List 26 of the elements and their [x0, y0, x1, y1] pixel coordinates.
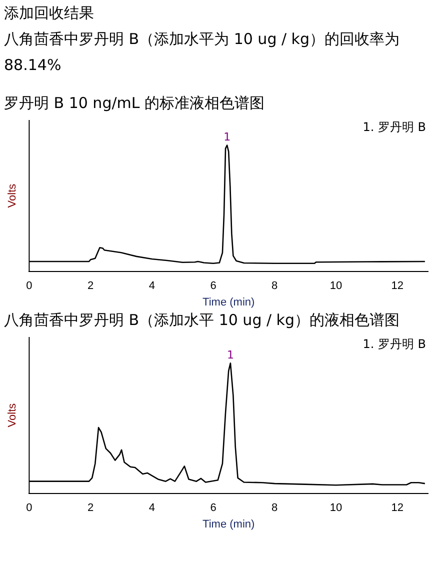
- chart-title: 八角茴香中罗丹明 B（添加水平 10 ug / kg）的液相色谱图: [3, 310, 401, 331]
- x-tick-label: 10: [330, 280, 342, 292]
- x-axis-title: Time (min): [202, 518, 255, 530]
- x-tick-label: 0: [26, 280, 32, 292]
- annotation: 1: [224, 130, 231, 144]
- x-tick-label: 6: [210, 502, 216, 514]
- x-tick-label: 10: [330, 502, 342, 514]
- text: 添加回收结果: [3, 3, 95, 24]
- x-tick-label: 12: [391, 502, 404, 514]
- y-axis-title: Volts: [6, 183, 19, 208]
- x-tick-label: 4: [148, 280, 155, 292]
- x-tick-label: 6: [210, 280, 216, 292]
- x-tick-label: 8: [272, 280, 278, 292]
- x-tick-label: 2: [87, 280, 94, 292]
- y-axis-title: Volts: [6, 402, 19, 428]
- x-axis-title: Time (min): [202, 296, 255, 308]
- text: 1. 罗丹明 B: [362, 337, 426, 352]
- x-tick-label: 12: [391, 280, 404, 292]
- x-tick-label: 4: [148, 502, 155, 514]
- x-tick-label: 2: [87, 502, 94, 514]
- x-tick-label: 0: [26, 502, 32, 514]
- chart-title: 罗丹明 B 10 ng/mL 的标准液相色谱图: [3, 93, 266, 114]
- annotation: 1: [226, 348, 234, 362]
- text: 八角茴香中罗丹明 B（添加水平为 10 ug / kg）的回收率为88.14%: [3, 29, 401, 76]
- x-tick-label: 8: [272, 502, 278, 514]
- text: 1. 罗丹明 B: [362, 120, 426, 134]
